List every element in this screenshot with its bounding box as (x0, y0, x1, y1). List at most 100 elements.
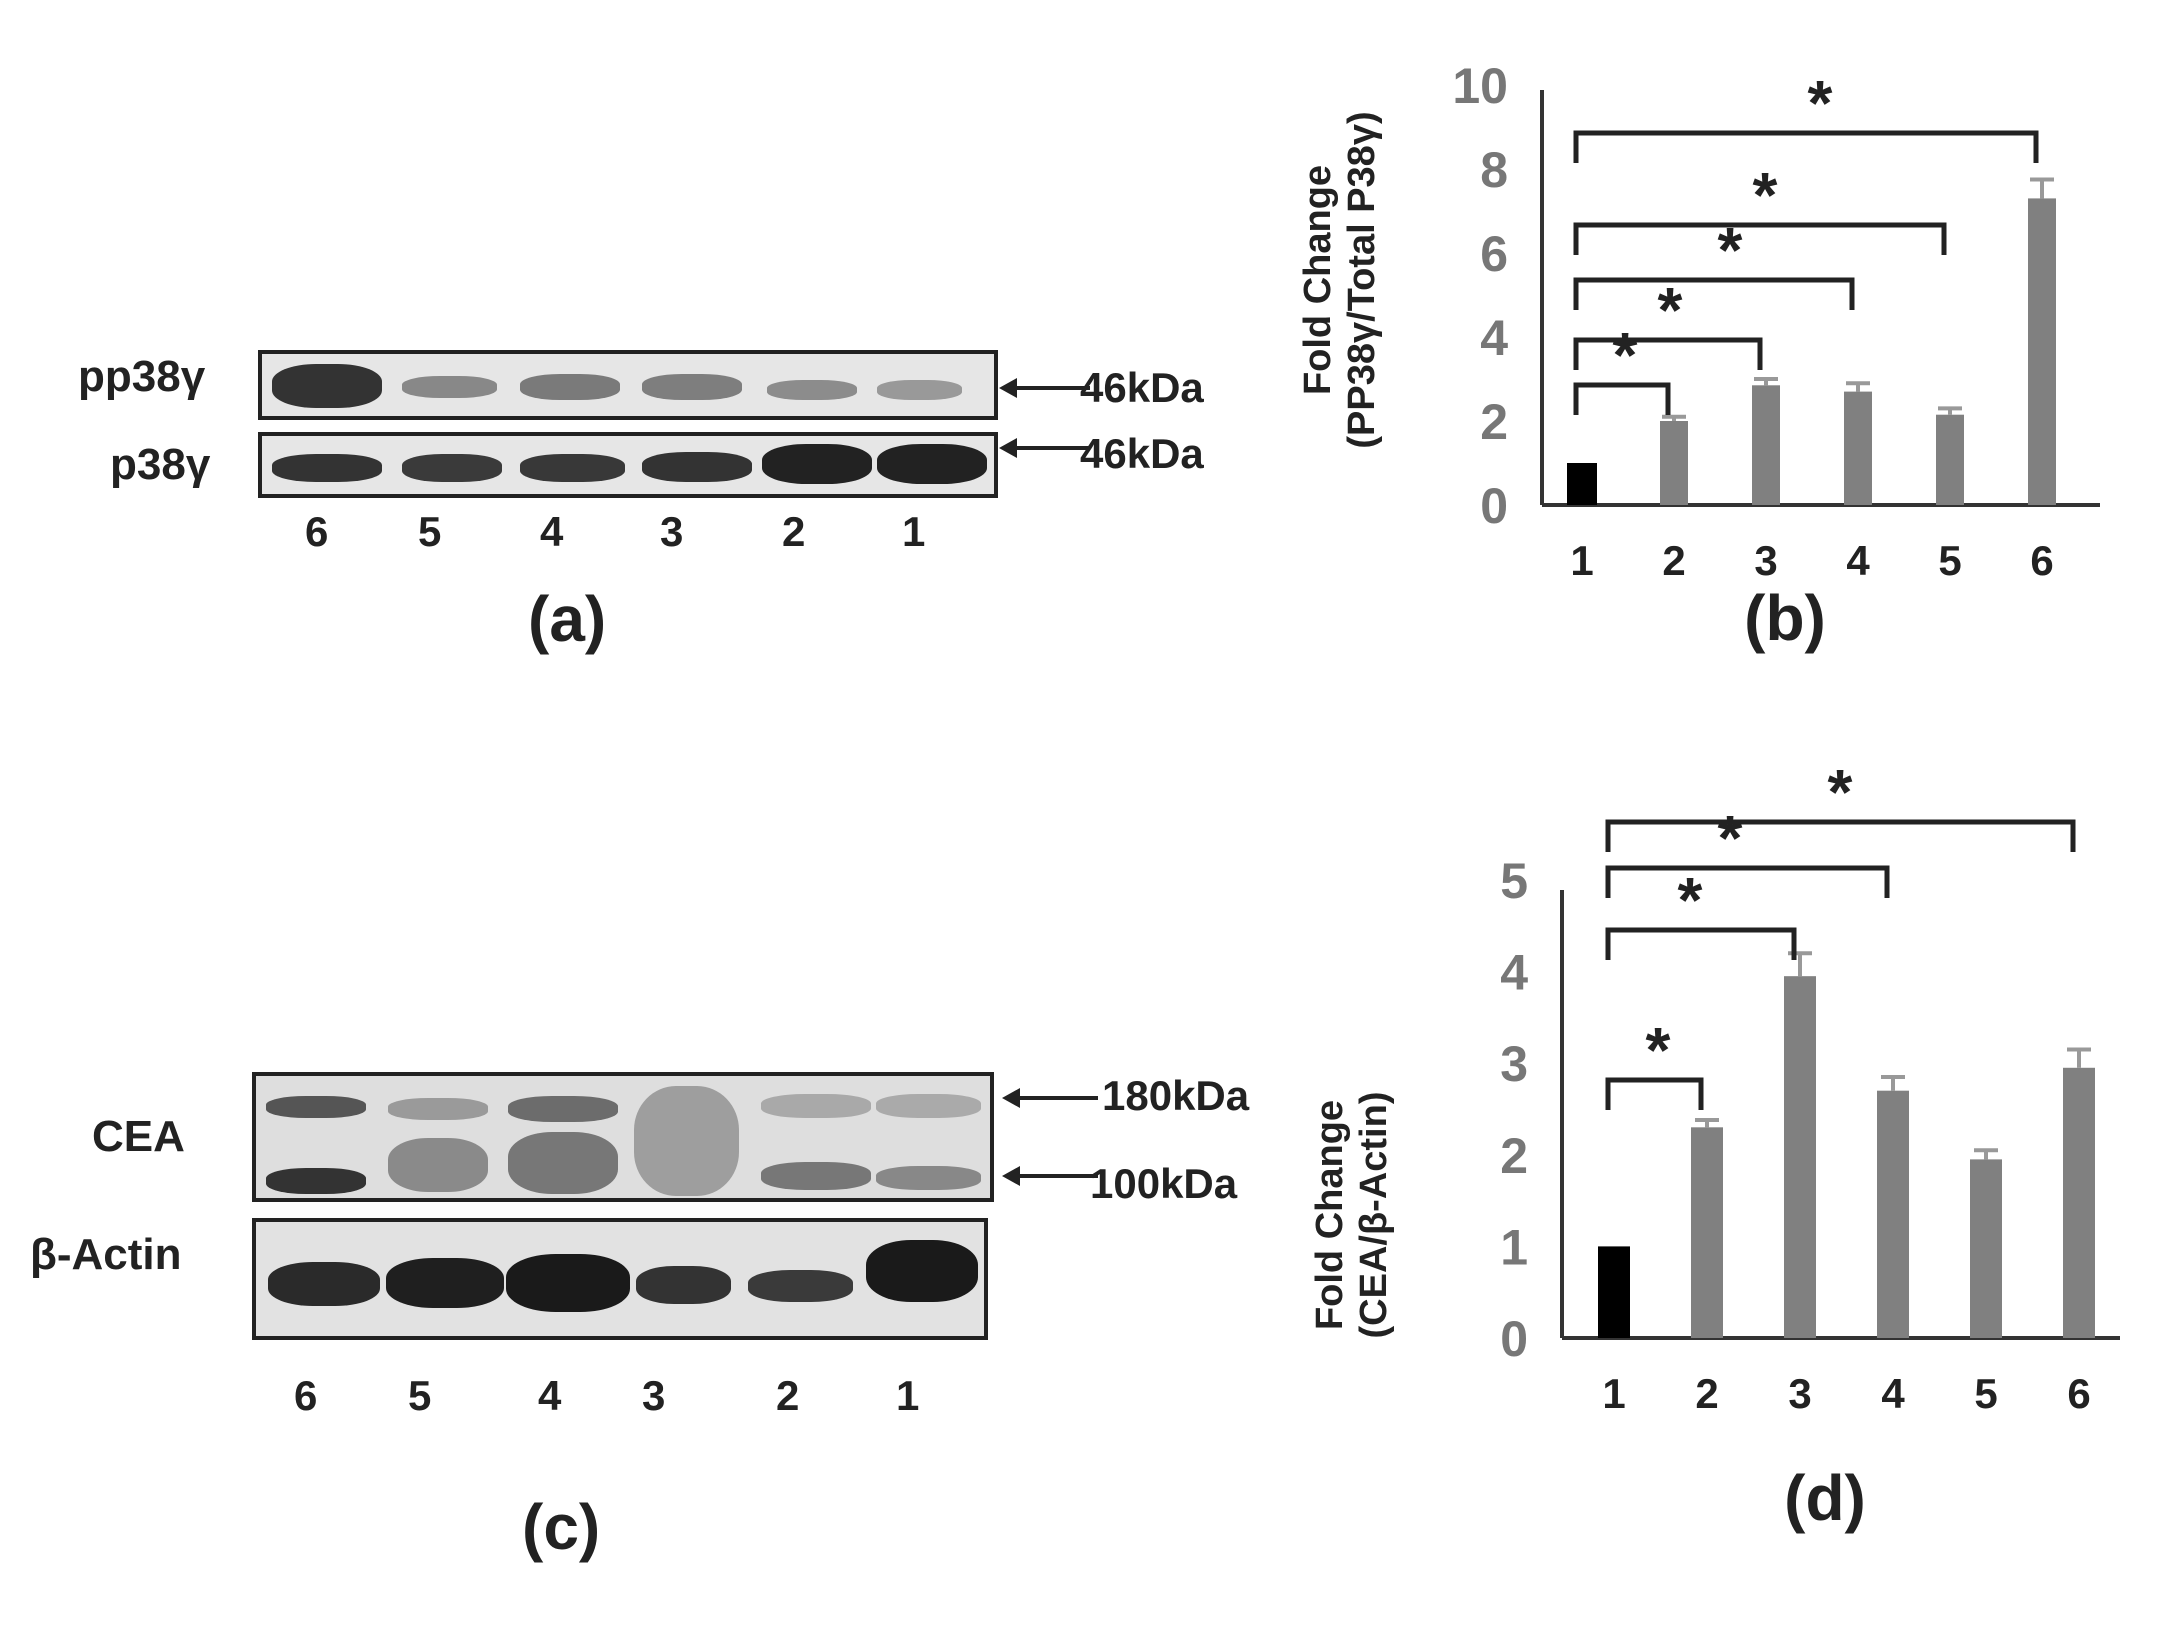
band (877, 444, 987, 484)
x-tick-label: 5 (1974, 1370, 1997, 1417)
y-tick-label: 10 (1452, 58, 1508, 114)
panel-label-c: (c) (522, 1491, 601, 1563)
band (761, 1094, 871, 1118)
x-tick-label: 2 (1695, 1370, 1718, 1417)
significance-bracket (1605, 819, 2076, 852)
band (402, 376, 497, 398)
band (767, 380, 857, 400)
band (506, 1254, 630, 1312)
lane-label: 5 (418, 508, 442, 555)
chart-b: 0 2 4 6 8 10 Fold Change (PP38γ/Total P38γ) 1 2 3 4… (1297, 58, 2100, 654)
band (388, 1098, 488, 1120)
band (266, 1168, 366, 1194)
band (636, 1266, 731, 1304)
panel-label: (b) (1744, 582, 1826, 654)
band (266, 1096, 366, 1118)
row-label-beta-actin: β-Actin (30, 1230, 182, 1279)
significance-star: * (1678, 864, 1703, 936)
bar (1784, 976, 1816, 1338)
y-tick-label: 5 (1500, 853, 1528, 909)
arrows-a (999, 378, 1090, 458)
blot-beta-actin (252, 1218, 988, 1340)
marker-100kda: 100kDa (1090, 1160, 1238, 1207)
lane-label: 2 (776, 1372, 800, 1419)
band (508, 1132, 618, 1194)
significance-bracket (1573, 222, 1947, 255)
blot-cea (252, 1072, 994, 1202)
significance-bracket (1605, 927, 1797, 960)
row-label-p38: p38γ (110, 440, 211, 489)
panel-label-a: (a) (528, 583, 607, 655)
bar (1567, 463, 1597, 505)
band (642, 452, 752, 482)
significance-star: * (1646, 1014, 1671, 1086)
bar (1844, 391, 1872, 505)
bar (2028, 198, 2056, 505)
bar (1598, 1246, 1630, 1338)
x-tick-label: 1 (1602, 1370, 1625, 1417)
y-tick-label: 4 (1480, 310, 1508, 366)
band (876, 1166, 981, 1190)
lane-label: 1 (902, 508, 926, 555)
band (388, 1138, 488, 1192)
significance-star: * (1828, 756, 1853, 828)
y-tick-label: 6 (1480, 226, 1508, 282)
y-tick-label: 2 (1500, 1128, 1528, 1184)
y-axis-label: Fold Change (PP38γ/Total P38γ) (1297, 111, 1383, 448)
y-axis-label-line: (CEA/β-Actin) (1353, 1092, 1395, 1339)
bar (1660, 421, 1688, 505)
lane-label: 4 (538, 1372, 562, 1419)
row-label-cea: CEA (92, 1112, 185, 1161)
lane-label: 1 (896, 1372, 920, 1419)
band (762, 444, 872, 484)
band (272, 364, 382, 408)
significance-star: * (1808, 67, 1833, 139)
blot-pp38 (258, 350, 998, 420)
lane-label: 3 (660, 508, 684, 555)
lane-label: 4 (540, 508, 564, 555)
significance-star: * (1753, 159, 1778, 231)
significance-bracket (1573, 277, 1855, 310)
y-tick-label: 0 (1480, 478, 1508, 534)
y-axis-label-line: Fold Change (1309, 1100, 1351, 1330)
bar (1936, 414, 1964, 505)
lane-label: 6 (305, 508, 329, 555)
marker-180kda: 180kDa (1102, 1072, 1250, 1119)
band (877, 380, 962, 400)
y-tick-label: 4 (1500, 945, 1528, 1001)
bar (1970, 1159, 2002, 1338)
bar (1752, 385, 1780, 505)
significance-star: * (1718, 802, 1743, 874)
y-axis-label-line: (PP38γ/Total P38γ) (1341, 111, 1383, 448)
significance-bracket (1573, 337, 1763, 370)
x-tick-label: 5 (1938, 537, 1961, 584)
band (520, 374, 620, 400)
significance-bracket (1573, 130, 2039, 163)
significance-star: * (1658, 274, 1683, 346)
panel-label: (d) (1784, 1462, 1866, 1534)
blot-p38 (258, 432, 998, 498)
row-label-pp38: pp38γ (78, 352, 206, 401)
y-tick-label: 8 (1480, 142, 1508, 198)
lane-label: 2 (782, 508, 806, 555)
marker-46kda-bottom: 46kDa (1080, 430, 1204, 477)
band (642, 374, 742, 400)
bar (1691, 1127, 1723, 1338)
marker-46kda-top: 46kDa (1080, 364, 1204, 411)
y-tick-label: 1 (1500, 1219, 1528, 1275)
band (520, 454, 625, 482)
band (268, 1262, 380, 1306)
band (876, 1094, 981, 1118)
lane-label: 3 (642, 1372, 666, 1419)
x-tick-label: 3 (1754, 537, 1777, 584)
band (272, 454, 382, 482)
x-tick-label: 4 (1846, 537, 1870, 584)
y-tick-label: 2 (1480, 394, 1508, 450)
band (748, 1270, 853, 1302)
arrows-c (1002, 1088, 1098, 1186)
band (508, 1096, 618, 1122)
significance-star: * (1613, 319, 1638, 391)
x-tick-label: 4 (1881, 1370, 1905, 1417)
y-axis-label-line: Fold Change (1297, 165, 1339, 395)
x-tick-label: 2 (1662, 537, 1685, 584)
